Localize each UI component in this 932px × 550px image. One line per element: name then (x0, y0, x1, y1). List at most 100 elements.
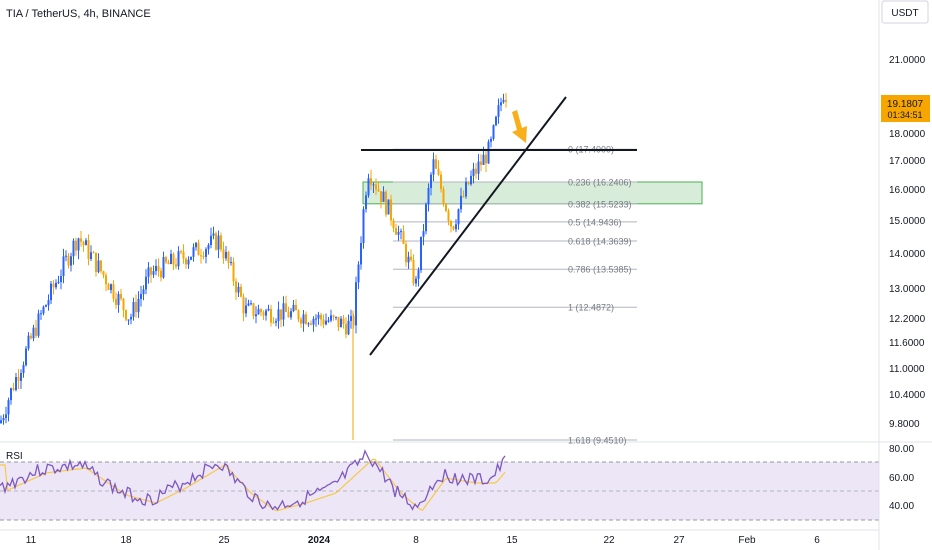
price-tick-label: 17.0000 (889, 156, 926, 167)
candle-body (165, 257, 167, 263)
candle-body (257, 309, 260, 315)
candle-body (327, 320, 330, 322)
candle-body (325, 320, 327, 325)
candle-body (70, 256, 72, 266)
rsi-tick-label: 40.00 (889, 501, 914, 512)
price-axis[interactable]: 21.0000 18.0000 17.0000 16.0000 15.0000 14.00… (889, 55, 926, 430)
price-tick-label: 10.4000 (889, 390, 926, 401)
candle-body (102, 271, 105, 276)
rsi-line (0, 449, 506, 511)
candle-body (425, 204, 427, 232)
candle-body (360, 243, 362, 265)
price-tick-label: 15.0000 (889, 216, 926, 227)
candle-body (47, 300, 50, 306)
price-tick-label: 12.2000 (889, 314, 926, 325)
fib-level-label: 1.618 (9.4510) (568, 436, 627, 446)
candle-body (125, 310, 127, 320)
candle-body (142, 289, 145, 295)
time-tick-label: 22 (603, 535, 615, 546)
candle-body (252, 303, 255, 317)
candle-body (100, 260, 102, 272)
candle-body (392, 220, 395, 229)
time-tick-label: 15 (506, 535, 518, 546)
time-tick-label: 2024 (308, 535, 331, 546)
price-tick-label: 11.6000 (889, 338, 925, 349)
candle-body (115, 298, 117, 305)
candle-body (45, 305, 47, 307)
candle-body (312, 318, 315, 325)
candle-body (232, 262, 235, 282)
candle-body (10, 388, 12, 401)
candle-body (377, 189, 380, 192)
candle-body (370, 178, 372, 185)
candle-body (37, 313, 40, 336)
candle-body (267, 308, 270, 311)
candle-body (177, 251, 180, 267)
currency-button[interactable] (881, 0, 929, 24)
candle-body (127, 319, 130, 321)
candlestick-series (0, 93, 507, 440)
time-tick-label: 11 (26, 535, 37, 546)
candle-body (350, 316, 352, 321)
candle-body (135, 302, 137, 313)
candle-body (440, 174, 442, 190)
candle-body (435, 159, 437, 169)
candle-body (380, 191, 382, 202)
candle-body (145, 276, 147, 290)
candle-body (490, 138, 492, 142)
time-axis[interactable]: 11 18 25 2024 8 15 22 27 Feb 6 (26, 535, 820, 546)
price-tick-label: 18.0000 (889, 129, 926, 140)
bar-countdown: 01:34:51 (887, 110, 922, 120)
candle-body (155, 265, 157, 272)
candle-body (415, 278, 417, 284)
rsi-tick-label: 80.00 (889, 444, 914, 455)
candle-body (167, 262, 170, 265)
fib-level-label: 0.236 (16.2406) (568, 178, 632, 188)
fib-level-label: 1 (12.4872) (568, 303, 614, 313)
candle-body (197, 242, 200, 256)
candle-body (300, 319, 302, 324)
ascending-trendline[interactable] (369, 96, 567, 356)
price-tick-label: 11.0000 (889, 364, 925, 375)
candle-body (25, 348, 27, 366)
rsi-label: RSI (6, 451, 23, 462)
candle-body (452, 226, 455, 230)
candle-body (292, 304, 295, 311)
candle-body (160, 270, 162, 278)
candle-body (457, 209, 460, 225)
candle-body (500, 102, 502, 106)
candle-body (442, 189, 445, 205)
candle-body (230, 262, 232, 263)
candle-body (465, 181, 467, 197)
candle-body (117, 294, 120, 305)
candle-body (192, 247, 195, 257)
time-tick-label: 18 (120, 535, 132, 546)
candle-body (367, 178, 370, 196)
candle-body (337, 316, 340, 328)
candle-body (315, 318, 317, 320)
candle-body (170, 253, 172, 264)
fib-level-label: 0.382 (15.5233) (568, 199, 632, 209)
candle-body (342, 318, 345, 324)
candle-body (450, 221, 452, 227)
candle-body (180, 251, 182, 253)
candle-body (200, 255, 202, 257)
price-tick-label: 9.8000 (889, 419, 920, 430)
candle-body (110, 284, 112, 291)
candle-body (97, 260, 100, 272)
candle-body (275, 321, 277, 323)
candle-body (307, 323, 310, 325)
candle-body (497, 105, 500, 117)
candle-body (287, 311, 290, 318)
candle-body (210, 235, 212, 245)
candle-body (77, 238, 80, 251)
candle-body (407, 256, 410, 263)
candle-body (290, 311, 292, 318)
candle-body (5, 414, 7, 419)
candle-body (57, 281, 60, 283)
price-tick-label: 16.0000 (889, 185, 926, 196)
candle-body (260, 309, 262, 313)
candle-body (17, 377, 20, 381)
candle-body (467, 181, 470, 185)
